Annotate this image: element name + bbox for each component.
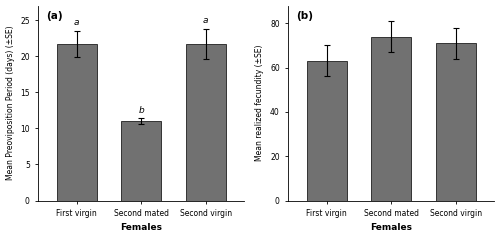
X-axis label: Females: Females	[120, 223, 162, 233]
Text: a: a	[203, 16, 208, 25]
Bar	[186, 44, 226, 201]
Text: b: b	[138, 106, 144, 115]
Y-axis label: Mean realized fecundity (±SE): Mean realized fecundity (±SE)	[256, 45, 264, 161]
X-axis label: Females: Females	[370, 223, 412, 233]
Bar	[436, 43, 476, 201]
Text: (a): (a)	[46, 11, 63, 21]
Bar	[121, 121, 161, 201]
Text: (b): (b)	[296, 11, 314, 21]
Bar	[57, 44, 96, 201]
Bar	[307, 61, 347, 201]
Y-axis label: Mean Preoviposition Period (days) (±SE): Mean Preoviposition Period (days) (±SE)	[6, 26, 15, 180]
Bar	[372, 37, 412, 201]
Text: a: a	[74, 18, 80, 27]
